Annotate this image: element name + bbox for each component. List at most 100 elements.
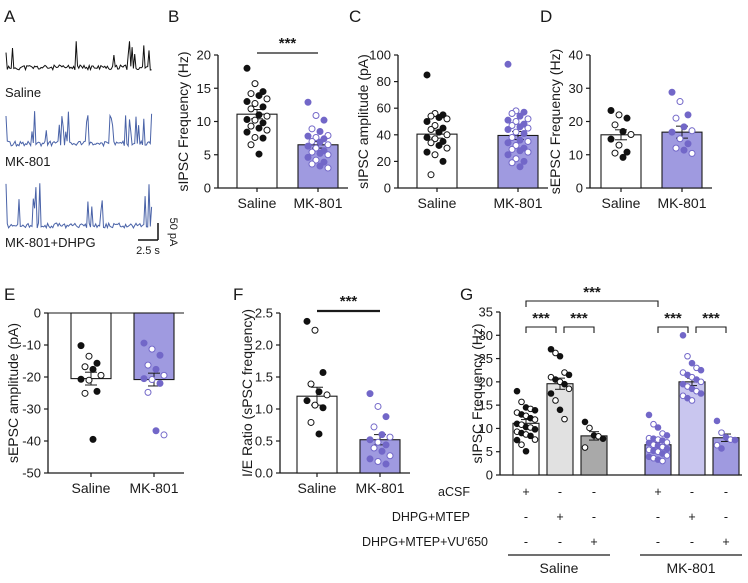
treatment-mark: +: [654, 485, 661, 499]
data-point: [698, 391, 704, 397]
panel-letter: B: [168, 7, 179, 26]
data-point: [664, 440, 670, 446]
data-point: [312, 402, 318, 408]
data-point: [548, 391, 554, 397]
mk801-trace: [6, 111, 152, 146]
data-point: [519, 399, 525, 405]
data-point: [256, 125, 262, 131]
data-point: [444, 132, 450, 138]
treatment-mark: -: [524, 510, 528, 524]
data-point: [309, 149, 315, 155]
y-tick-label: 20: [377, 154, 391, 169]
data-point: [582, 419, 588, 425]
x-tick-label: Saline: [72, 480, 111, 496]
data-point: [317, 139, 323, 145]
y-tick-label: 20: [569, 114, 583, 129]
data-point: [86, 353, 92, 359]
data-point: [566, 372, 572, 378]
data-point: [86, 377, 92, 383]
bar-saline: [417, 134, 457, 188]
data-point: [98, 372, 104, 378]
y-tick-label: 0.5: [255, 434, 273, 449]
data-point: [698, 367, 704, 373]
data-point: [264, 113, 270, 119]
data-point: [557, 353, 563, 359]
data-point: [689, 150, 695, 156]
data-point: [244, 99, 250, 105]
data-point: [600, 436, 606, 442]
data-point: [320, 405, 326, 411]
data-point: [532, 417, 538, 423]
y-axis-label: sEPSC amplitude (pA): [5, 323, 21, 463]
data-point: [383, 461, 389, 467]
y-tick-label: 1.0: [255, 402, 273, 417]
y-tick-label: 60: [377, 101, 391, 116]
data-point: [264, 96, 270, 102]
x-tick-label: Saline: [238, 195, 277, 211]
y-tick-label: 0: [576, 181, 583, 196]
data-point: [248, 123, 254, 129]
y-tick-label: 0: [34, 306, 41, 321]
treatment-row-label: DHPG+MTEP: [392, 510, 470, 524]
treatment-mark: -: [724, 510, 728, 524]
data-point: [677, 136, 683, 142]
data-point: [244, 65, 250, 71]
panel-letter: D: [540, 7, 552, 26]
data-point: [428, 172, 434, 178]
data-point: [248, 91, 254, 97]
data-point: [256, 112, 262, 118]
data-point: [517, 137, 523, 143]
x-tick-label: MK-801: [293, 195, 342, 211]
treatment-mark: -: [524, 535, 528, 549]
treatment-mark: -: [690, 535, 694, 549]
data-point: [587, 425, 593, 431]
data-point: [387, 434, 393, 440]
x-tick-label: MK-801: [657, 195, 706, 211]
data-point: [608, 108, 614, 114]
panel-letter: C: [349, 7, 361, 26]
data-point: [517, 113, 523, 119]
data-point: [669, 89, 675, 95]
significance-label: ***: [279, 35, 297, 52]
data-point: [424, 72, 430, 78]
data-point: [557, 407, 563, 413]
data-point: [305, 143, 311, 149]
panel-b: B 0 5 10 15 20 sIPSC Frequency (Hz) Saline MK-80…: [168, 7, 348, 211]
y-tick-label: 0.0: [255, 466, 273, 481]
data-point: [620, 128, 626, 134]
figure: A Saline MK-801 MK-801+DHPG 50 pA 2.5 s …: [0, 0, 748, 583]
panel-letter: E: [4, 285, 15, 304]
y-tick-label: 40: [569, 48, 583, 63]
significance-bracket: [526, 327, 556, 333]
mk801-trace-label: MK-801: [5, 154, 51, 169]
saline-trace-label: Saline: [5, 85, 41, 100]
data-point: [519, 442, 525, 448]
significance-label: ***: [583, 284, 601, 301]
data-point: [371, 445, 377, 451]
data-point: [521, 158, 527, 164]
data-point: [698, 379, 704, 385]
data-point: [90, 436, 96, 442]
data-point: [624, 115, 630, 121]
y-tick-label: 0: [486, 468, 493, 483]
significance-label: ***: [532, 310, 550, 327]
y-tick-label: 10: [197, 114, 211, 129]
data-point: [582, 445, 588, 451]
data-point: [517, 164, 523, 170]
data-point: [387, 453, 393, 459]
data-point: [304, 318, 310, 324]
data-point: [608, 136, 614, 142]
data-point: [305, 154, 311, 160]
scale-x-label: 2.5 s: [136, 245, 160, 257]
significance-bracket: [696, 327, 726, 333]
data-point: [252, 101, 258, 107]
data-point: [317, 128, 323, 134]
data-point: [505, 126, 511, 132]
data-point: [444, 145, 450, 151]
treatment-mark: +: [722, 535, 729, 549]
data-point: [371, 424, 377, 430]
treatment-row-label: DHPG+MTEP+VU'650: [362, 535, 488, 549]
data-point: [509, 111, 515, 117]
data-point: [317, 150, 323, 156]
